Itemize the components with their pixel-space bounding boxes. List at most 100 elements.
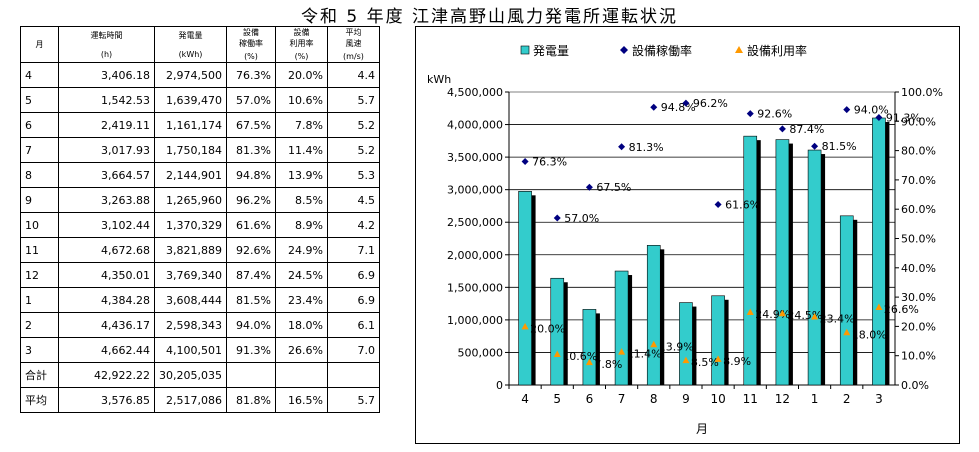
- energy-cell: 1,639,470: [154, 87, 227, 113]
- energy-cell: 2,974,500: [154, 62, 227, 88]
- availability-label: 92.6%: [757, 108, 792, 121]
- wind-speed-cell: 6.1: [326, 312, 380, 338]
- legend-label: 設備利用率: [747, 43, 807, 58]
- availability-label: 76.3%: [532, 155, 567, 168]
- hours-cell: 4,384.28: [58, 287, 155, 313]
- utilization-cell: 24.9%: [274, 237, 328, 263]
- bar: [775, 139, 790, 386]
- utilization-point: [650, 340, 658, 348]
- utilization-cell: 18.0%: [274, 312, 328, 338]
- utilization-label: 26.6%: [884, 303, 919, 316]
- month-cell: 11: [20, 237, 59, 263]
- bar: [872, 117, 886, 386]
- bar: [614, 270, 629, 386]
- plot-area: [508, 91, 896, 386]
- bar: [646, 245, 661, 386]
- utilization-cell: 8.9%: [274, 212, 328, 238]
- y2-tick-label: 90.0%: [901, 115, 936, 128]
- utilization-cell: [274, 362, 328, 388]
- utilization-label: 8.9%: [723, 355, 751, 368]
- wind-speed-cell: 5.7: [326, 87, 380, 113]
- y2-tick-label: 70.0%: [901, 174, 936, 187]
- y2-tick-label: 30.0%: [901, 291, 936, 304]
- energy-cell: 1,161,174: [154, 112, 227, 138]
- header-hours: 運転時間 (h): [58, 26, 155, 63]
- availability-cell: 76.3%: [225, 62, 276, 88]
- x-tick-label: 6: [586, 392, 594, 406]
- availability-cell: [225, 362, 276, 388]
- month-cell: 3: [20, 337, 59, 363]
- utilization-label: 10.6%: [562, 350, 597, 363]
- utilization-point: [682, 356, 690, 364]
- utilization-point: [811, 312, 819, 320]
- y-tick-label: 1,000,000: [447, 314, 503, 327]
- utilization-cell: 26.6%: [274, 337, 328, 363]
- utilization-label: 11.4%: [627, 348, 662, 361]
- bar: [518, 191, 532, 386]
- availability-point: [553, 214, 561, 222]
- y2-tick-label: 60.0%: [901, 203, 936, 216]
- availability-cell: 81.3%: [225, 137, 276, 163]
- table-row: 11 4,672.68 3,821,889 92.6% 24.9% 7.1: [20, 237, 380, 263]
- month-cell: 12: [20, 262, 59, 288]
- utilization-cell: 7.8%: [274, 112, 328, 138]
- utilization-cell: 23.4%: [274, 287, 328, 313]
- utilization-label: 24.9%: [755, 308, 790, 321]
- header-month: 月: [20, 26, 59, 63]
- utilization-point: [585, 358, 593, 366]
- utilization-point: [843, 328, 851, 336]
- utilization-label: 8.5%: [691, 356, 719, 369]
- availability-point: [618, 143, 626, 151]
- availability-cell: 81.5%: [225, 287, 276, 313]
- table-row: 7 3,017.93 1,750,184 81.3% 11.4% 5.2: [20, 137, 380, 163]
- x-tick-label: 7: [618, 392, 626, 406]
- month-cell: 5: [20, 87, 59, 113]
- availability-point: [585, 183, 593, 191]
- availability-cell: 92.6%: [225, 237, 276, 263]
- hours-cell: 3,263.88: [58, 187, 155, 213]
- availability-label: 67.5%: [596, 181, 631, 194]
- x-tick-label: 9: [682, 392, 690, 406]
- utilization-point: [778, 309, 786, 317]
- bar: [743, 135, 758, 386]
- hours-cell: 4,672.68: [58, 237, 155, 263]
- y-tick-label: 4,000,000: [447, 119, 503, 132]
- wind-speed-cell: 4.4: [326, 62, 380, 88]
- hours-cell: 4,350.01: [58, 262, 155, 288]
- availability-cell: 94.0%: [225, 312, 276, 338]
- hours-cell: 4,662.44: [58, 337, 155, 363]
- table-row: 5 1,542.53 1,639,470 57.0% 10.6% 5.7: [20, 87, 380, 113]
- y-tick-label: 2,000,000: [447, 249, 503, 262]
- energy-cell: 4,100,501: [154, 337, 227, 363]
- table-row: 8 3,664.57 2,144,901 94.8% 13.9% 5.3: [20, 162, 380, 188]
- wind-speed-cell: 5.7: [326, 387, 380, 413]
- y2-tick-label: 10.0%: [901, 350, 936, 363]
- availability-point: [714, 201, 722, 209]
- energy-cell: 2,598,343: [154, 312, 227, 338]
- availability-point: [843, 106, 851, 114]
- legend-label: 発電量: [533, 44, 569, 58]
- availability-cell: 81.8%: [225, 387, 276, 413]
- table-row: 3 4,662.44 4,100,501 91.3% 26.6% 7.0: [20, 337, 380, 363]
- x-tick-label: 2: [843, 392, 851, 406]
- month-cell: 平均: [20, 387, 59, 413]
- wind-speed-cell: 7.0: [326, 337, 380, 363]
- energy-cell: 2,517,086: [154, 387, 227, 413]
- legend-bar-swatch: [520, 45, 530, 55]
- legend-diamond-icon: [620, 46, 628, 54]
- utilization-point: [746, 308, 754, 316]
- bar: [679, 302, 693, 386]
- x-tick-label: 5: [553, 392, 561, 406]
- table-header-row: 月 運転時間 (h) 発電量 (kWh) 設備 稼働率 (%) 設備 利用率 (%) 平…: [20, 26, 380, 63]
- availability-cell: 94.8%: [225, 162, 276, 188]
- bar: [550, 277, 565, 386]
- page-title: 令和 5 年度 江津高野山風力発電所運転状況: [300, 7, 679, 27]
- month-cell: 4: [20, 62, 59, 88]
- wind-speed-cell: 7.1: [326, 237, 380, 263]
- availability-label: 91.3%: [886, 111, 921, 124]
- month-cell: 10: [20, 212, 59, 238]
- energy-cell: 3,608,444: [154, 287, 227, 313]
- y2-tick-label: 100.0%: [901, 86, 943, 99]
- energy-cell: 1,750,184: [154, 137, 227, 163]
- chart-frame: [415, 26, 960, 444]
